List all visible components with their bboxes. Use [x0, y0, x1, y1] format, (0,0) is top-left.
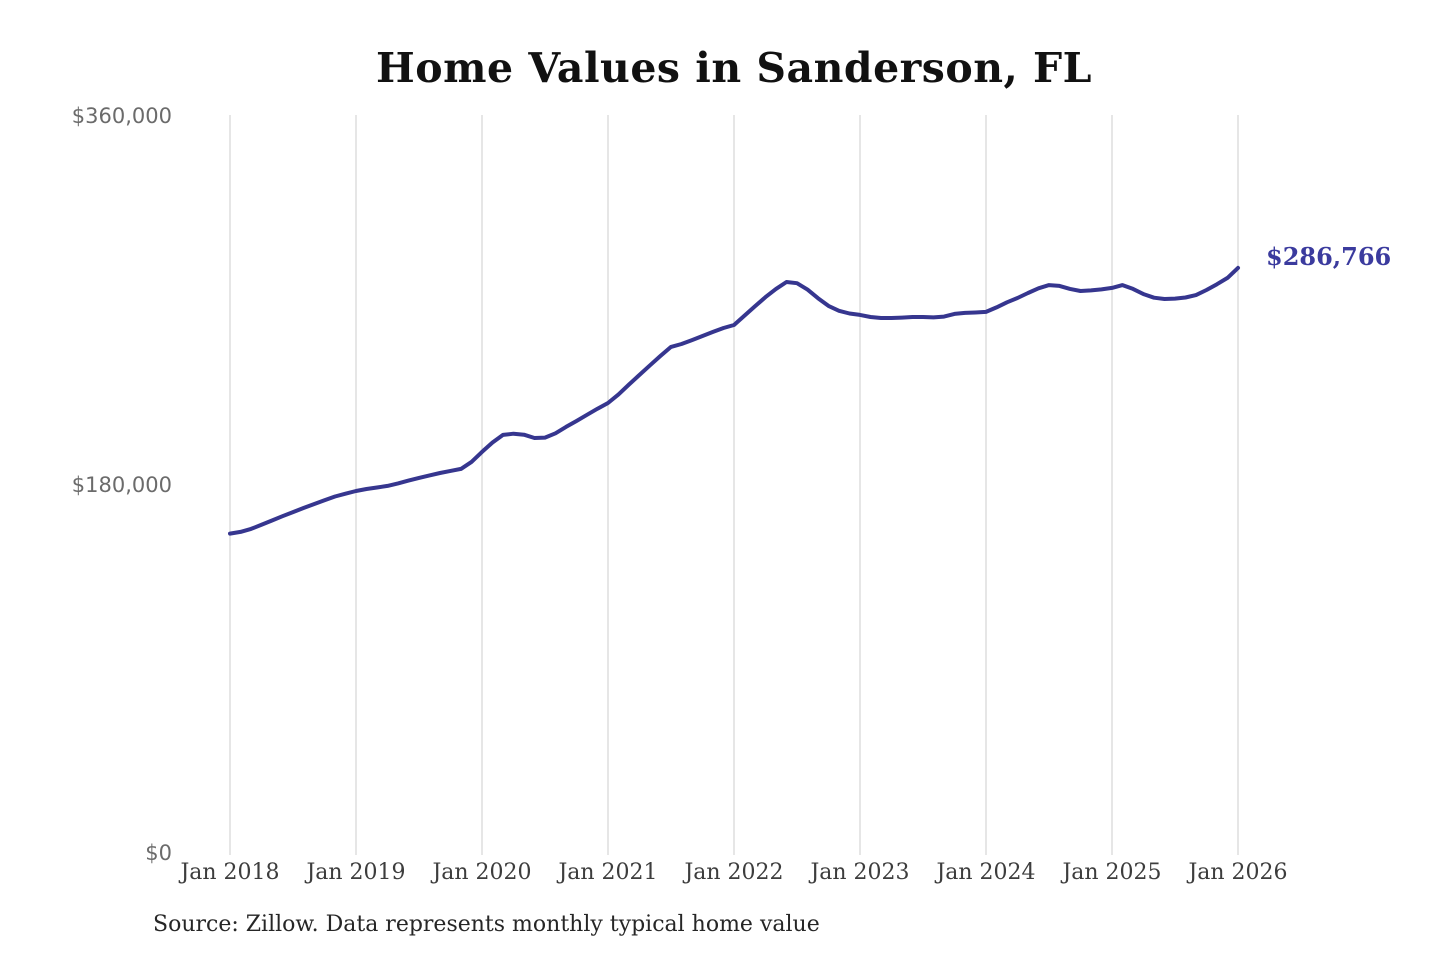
y-axis-label: $360,000 [71, 104, 172, 128]
source-note: Source: Zillow. Data represents monthly … [153, 912, 820, 937]
y-axis-label: $0 [145, 841, 172, 865]
chart-title: Home Values in Sanderson, FL [376, 44, 1092, 92]
y-axis-labels: $0 $180,000 $360,000 [0, 0, 174, 960]
home-value-line [228, 265, 1240, 536]
y-axis-label: $180,000 [71, 472, 172, 497]
current-value-label: $286,766 [1266, 241, 1392, 271]
